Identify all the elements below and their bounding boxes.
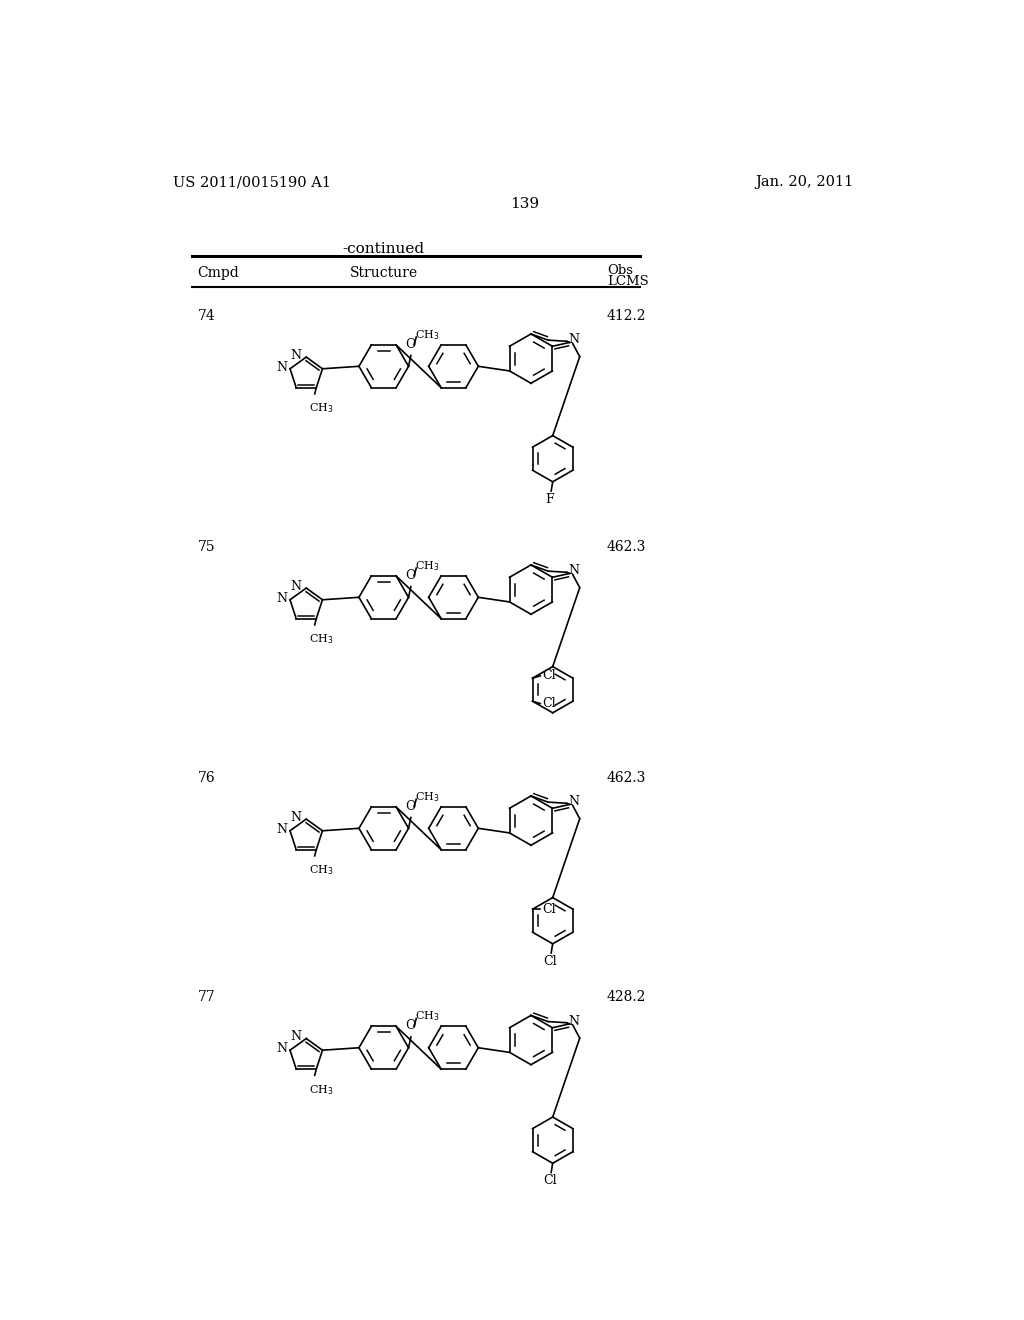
Text: Cl: Cl: [542, 903, 555, 916]
Text: CH$_3$: CH$_3$: [308, 863, 333, 878]
Text: CH$_3$: CH$_3$: [308, 401, 333, 416]
Text: 462.3: 462.3: [607, 771, 646, 784]
Text: N: N: [568, 795, 580, 808]
Text: N: N: [290, 1031, 301, 1044]
Text: N: N: [568, 333, 580, 346]
Text: O: O: [404, 569, 416, 582]
Text: N: N: [290, 348, 301, 362]
Text: N: N: [568, 564, 580, 577]
Text: CH$_3$: CH$_3$: [415, 789, 439, 804]
Text: CH$_3$: CH$_3$: [415, 1010, 439, 1023]
Text: N: N: [290, 810, 301, 824]
Text: Cl: Cl: [543, 1173, 556, 1187]
Text: N: N: [276, 822, 288, 836]
Text: CH$_3$: CH$_3$: [308, 1082, 333, 1097]
Text: 74: 74: [198, 309, 215, 322]
Text: 139: 139: [510, 197, 540, 211]
Text: O: O: [404, 800, 416, 813]
Text: -continued: -continued: [343, 242, 425, 256]
Text: LCMS: LCMS: [607, 276, 648, 289]
Text: Cl: Cl: [543, 954, 556, 968]
Text: N: N: [290, 579, 301, 593]
Text: CH$_3$: CH$_3$: [415, 558, 439, 573]
Text: Cmpd: Cmpd: [198, 267, 240, 280]
Text: 77: 77: [198, 990, 215, 1005]
Text: 75: 75: [198, 540, 215, 553]
Text: 412.2: 412.2: [607, 309, 646, 322]
Text: Obs: Obs: [607, 264, 633, 277]
Text: O: O: [404, 338, 416, 351]
Text: Jan. 20, 2011: Jan. 20, 2011: [756, 176, 854, 189]
Text: N: N: [276, 360, 288, 374]
Text: US 2011/0015190 A1: US 2011/0015190 A1: [173, 176, 331, 189]
Text: N: N: [276, 1043, 288, 1055]
Text: N: N: [568, 1015, 580, 1028]
Text: 462.3: 462.3: [607, 540, 646, 553]
Text: F: F: [546, 492, 554, 506]
Text: O: O: [404, 1019, 416, 1032]
Text: CH$_3$: CH$_3$: [308, 632, 333, 647]
Text: Cl: Cl: [542, 669, 555, 682]
Text: Structure: Structure: [349, 267, 418, 280]
Text: 428.2: 428.2: [607, 990, 646, 1005]
Text: 76: 76: [198, 771, 215, 784]
Text: N: N: [276, 591, 288, 605]
Text: CH$_3$: CH$_3$: [415, 327, 439, 342]
Text: Cl: Cl: [542, 697, 555, 710]
